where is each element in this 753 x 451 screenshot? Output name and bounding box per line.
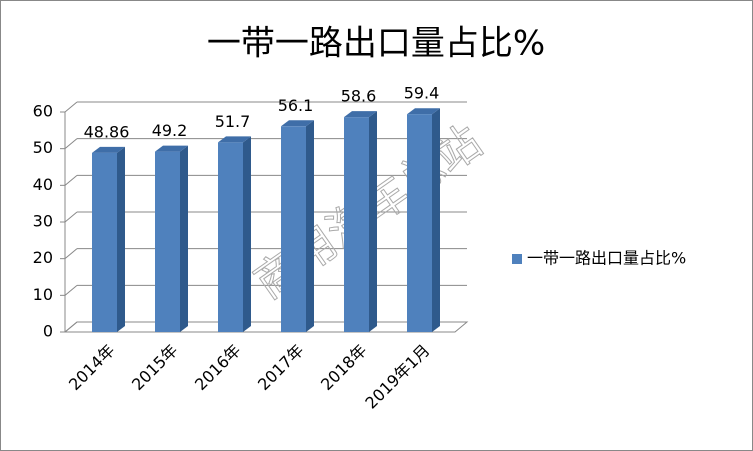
legend-swatch: [512, 254, 522, 264]
bar: [155, 151, 180, 332]
bar-side: [117, 146, 125, 332]
bar-top: [218, 136, 251, 143]
bar-top: [281, 120, 314, 127]
bar: [92, 152, 117, 332]
y-tick-label: 0: [43, 322, 53, 341]
grid-line: [64, 284, 78, 296]
data-label: 58.6: [341, 87, 377, 106]
bar: [218, 142, 243, 332]
grid-line: [64, 101, 78, 113]
chart-title: 一带一路出口量占比%: [207, 24, 545, 64]
bar-side: [306, 120, 314, 332]
grid-line: [64, 138, 78, 150]
y-tick-label: 10: [33, 285, 53, 304]
bar-top: [155, 145, 188, 152]
bar-side: [243, 136, 251, 332]
bar-side: [432, 108, 440, 332]
bar-top: [407, 108, 440, 115]
grid-line: [64, 174, 78, 186]
bar-top: [344, 111, 377, 118]
grid-line: [64, 211, 78, 223]
data-label: 59.4: [404, 84, 440, 103]
y-tick-label: 50: [33, 138, 53, 157]
bar: [407, 114, 432, 332]
bar: [344, 117, 369, 332]
y-tick-label: 30: [33, 212, 53, 231]
data-label: 48.86: [84, 122, 130, 141]
bar-top: [92, 146, 125, 153]
bar-side: [369, 111, 377, 332]
grid-line: [64, 248, 78, 260]
legend-label: 一带一路出口量占比%: [527, 249, 686, 268]
bar-side: [180, 145, 188, 332]
y-tick-label: 60: [33, 102, 53, 121]
y-tick-label: 40: [33, 175, 53, 194]
data-label: 56.1: [278, 96, 314, 115]
bar: [281, 126, 306, 332]
data-label: 49.2: [152, 121, 188, 140]
y-tick-label: 20: [33, 248, 53, 267]
data-label: 51.7: [215, 112, 251, 131]
grid-line: [64, 321, 78, 333]
